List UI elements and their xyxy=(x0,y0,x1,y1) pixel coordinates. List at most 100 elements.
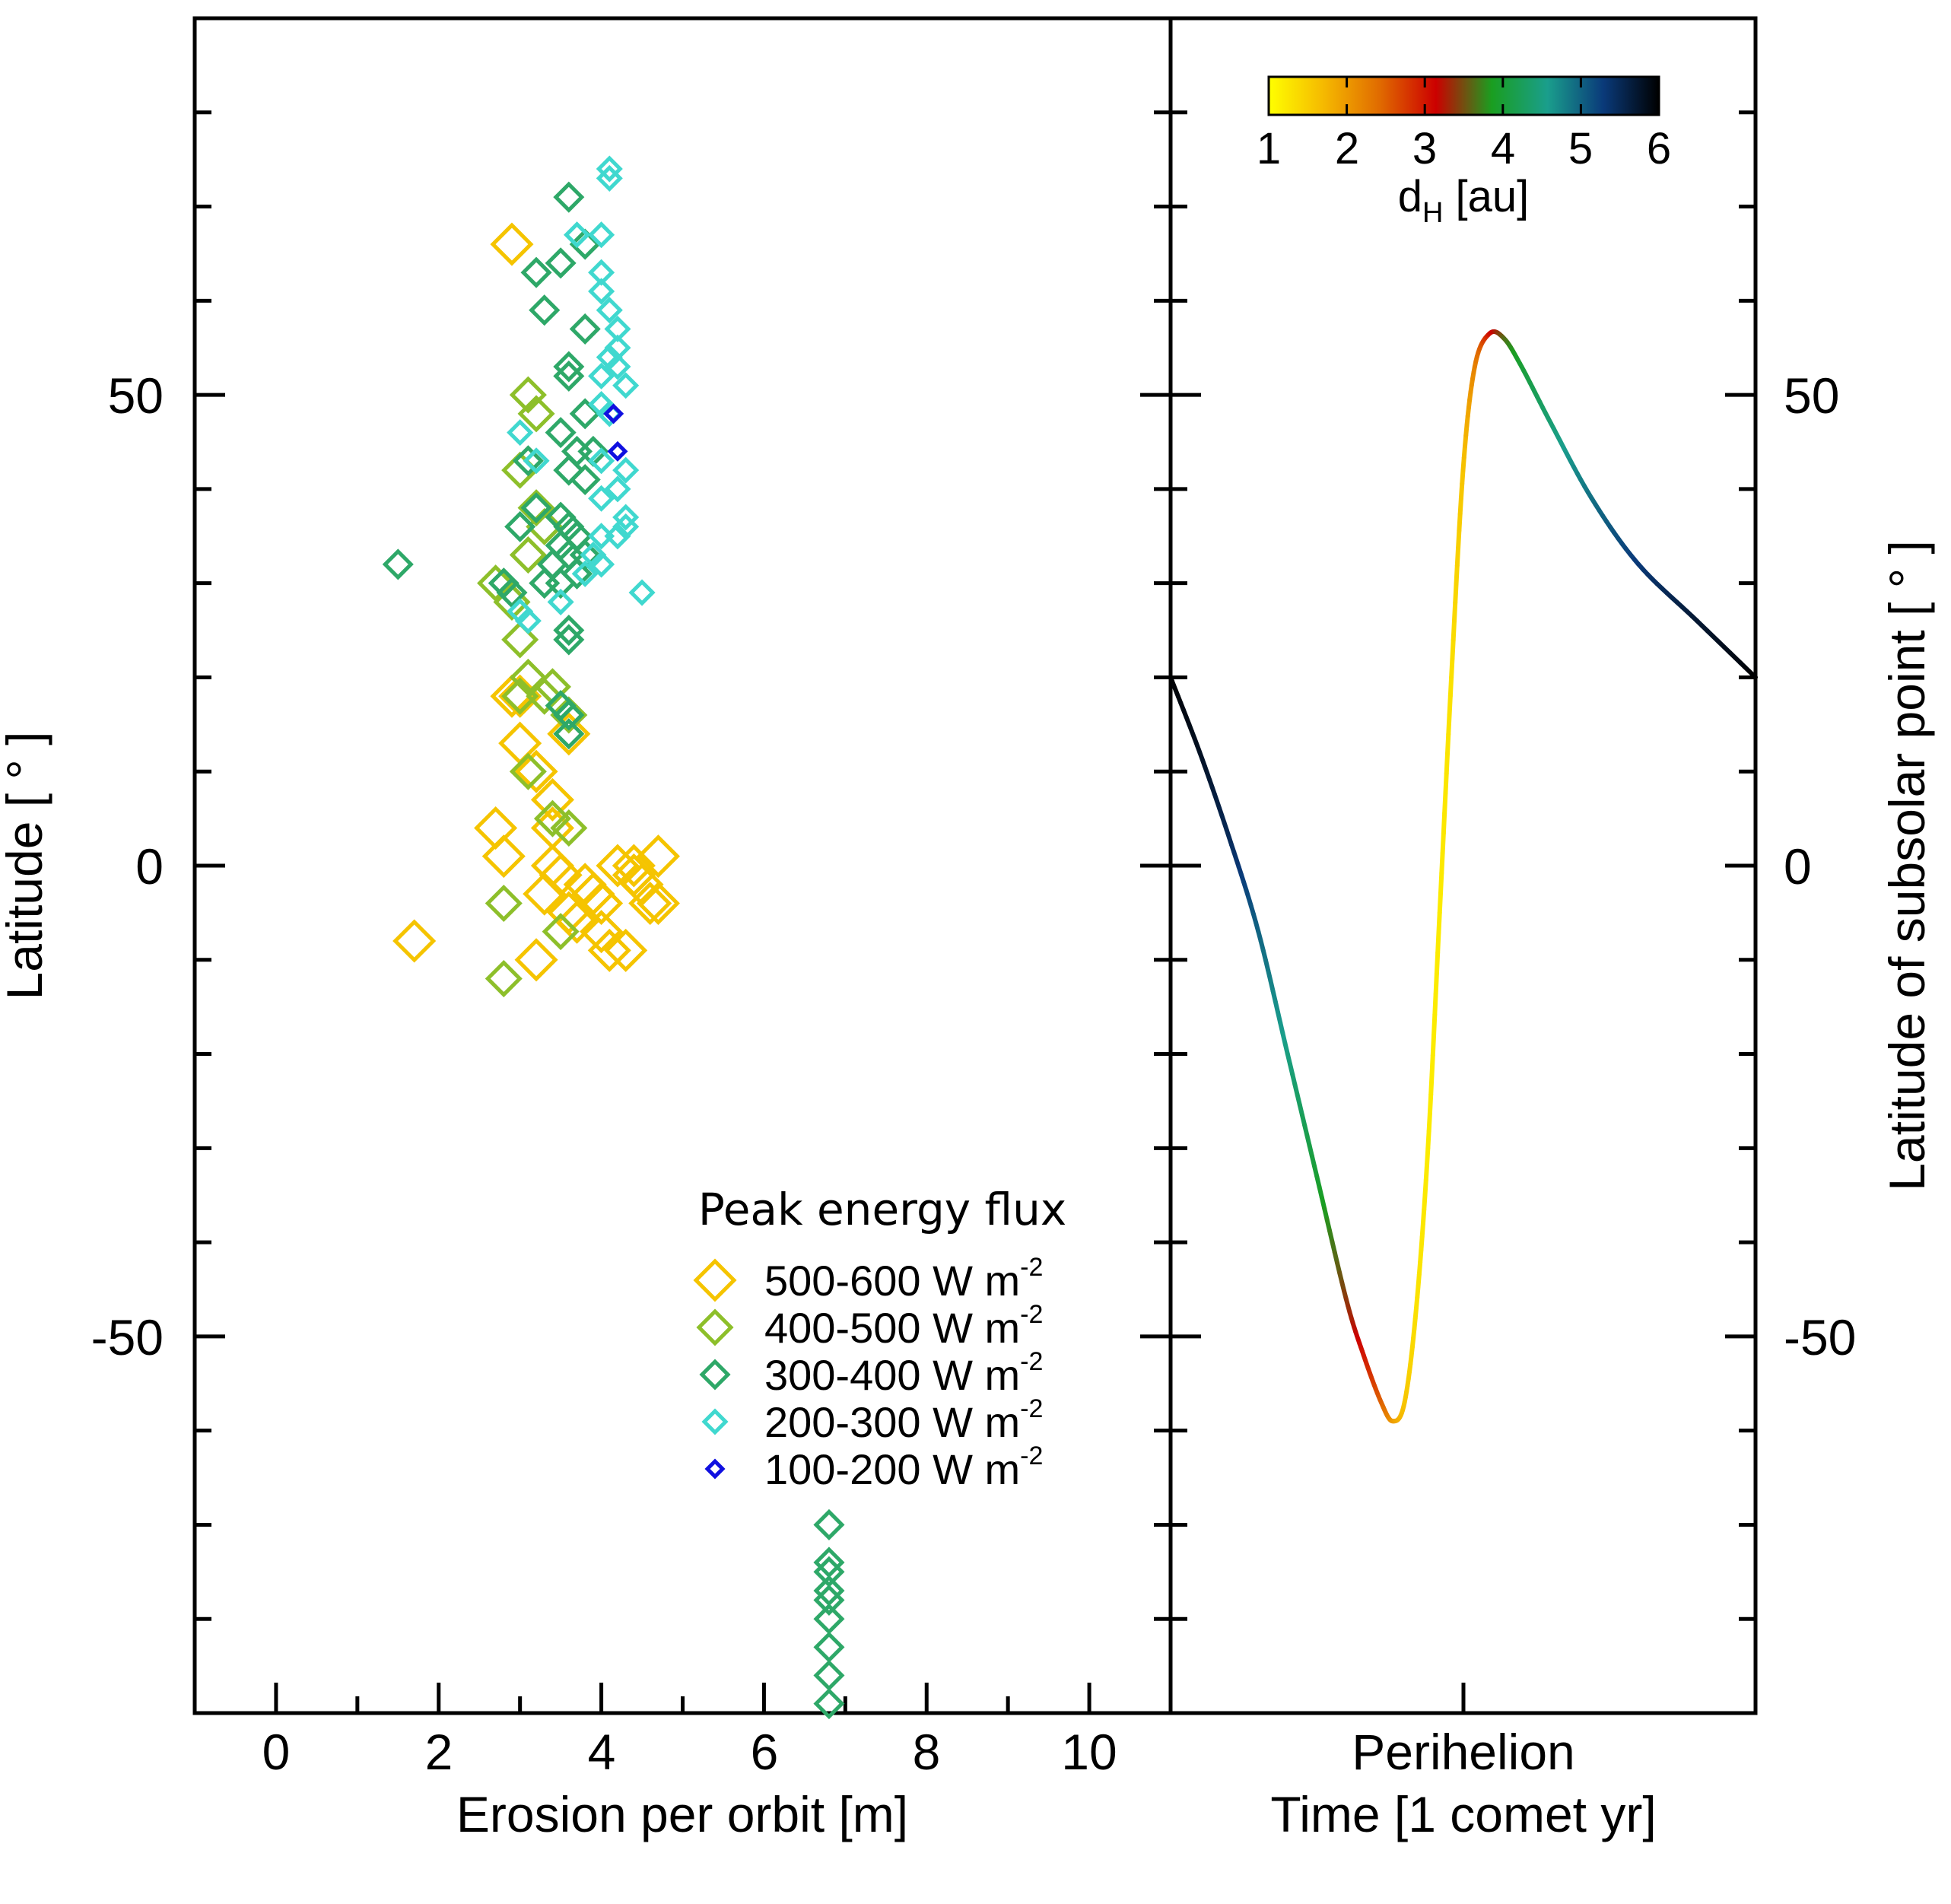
curve-segment xyxy=(1453,581,1459,605)
y-tick-label: 50 xyxy=(108,367,164,424)
scatter-point xyxy=(542,913,580,951)
left-x-tick-labels: 0 2 4 6 8 10 xyxy=(262,1724,1117,1780)
scatter-point xyxy=(523,872,567,916)
legend-label-superscript: -2 xyxy=(1020,1442,1043,1470)
x-tick-label: 4 xyxy=(588,1724,616,1780)
scatter-point xyxy=(571,560,599,587)
scatter-point xyxy=(550,809,588,847)
scatter-point xyxy=(813,1603,845,1635)
scatter-point xyxy=(596,297,623,324)
scatter-point xyxy=(604,928,648,972)
scatter-point xyxy=(553,360,585,392)
legend-label-superscript: -2 xyxy=(1020,1394,1043,1423)
scatter-point xyxy=(628,881,672,926)
right-y-tick-labels: 50 0 -50 xyxy=(1784,367,1856,1365)
legend-label: 100-200 W m-2 xyxy=(764,1442,1043,1493)
scatter-point xyxy=(569,313,601,345)
curve-segment xyxy=(1437,890,1444,915)
scatter-point xyxy=(636,881,680,926)
scatter-point xyxy=(507,419,534,447)
legend-label-superscript: -2 xyxy=(1020,1347,1043,1376)
curve-segment xyxy=(1456,528,1462,551)
scatter-point xyxy=(554,900,599,944)
scatter-point xyxy=(588,523,615,550)
scatter-point xyxy=(545,247,577,279)
curve-segment xyxy=(1425,1146,1431,1167)
scatter-point xyxy=(588,551,615,578)
curve-segment xyxy=(1750,672,1758,680)
curve-segment xyxy=(1446,712,1452,737)
scatter-point xyxy=(514,938,558,982)
scatter-point xyxy=(490,222,534,266)
legend-marker xyxy=(696,1308,734,1346)
scatter-point xyxy=(514,749,558,793)
scatter-point xyxy=(569,463,601,496)
scatter-point xyxy=(530,777,574,822)
colorbar-ticks xyxy=(1267,77,1660,115)
scatter-point xyxy=(607,440,628,462)
curve-segment xyxy=(1451,599,1458,624)
scatter-point xyxy=(533,799,571,838)
scatter-point xyxy=(496,577,528,609)
colorbar-label-main: d xyxy=(1398,172,1422,221)
y-tick-label: -50 xyxy=(1784,1309,1856,1365)
scatter-point xyxy=(569,398,601,430)
curve-segment xyxy=(1420,1207,1427,1226)
scatter-point xyxy=(553,718,585,750)
colorbar: 1 2 3 4 5 6 dH [au] xyxy=(1257,75,1671,229)
colorbar-gradient xyxy=(1267,75,1660,116)
scatter-point xyxy=(553,181,585,213)
scatter-point xyxy=(553,351,585,383)
scatter-point xyxy=(580,910,624,954)
scatter-point xyxy=(545,417,577,449)
scatter-point xyxy=(813,1688,845,1720)
scatter-point xyxy=(514,607,542,634)
scatter-point xyxy=(526,677,564,715)
legend-marker xyxy=(701,1408,729,1435)
curve-segment xyxy=(1458,481,1465,501)
scatter-point xyxy=(612,844,656,888)
x-tick-label: 2 xyxy=(425,1724,453,1780)
perihelion-tick-label: Perihelion xyxy=(1352,1724,1575,1780)
scatter-point xyxy=(501,677,539,715)
curve-segment xyxy=(1430,1032,1437,1058)
curve-segment xyxy=(1443,771,1449,796)
subsolar-latitude-panel: 50 0 -50 Perihelion Time [1 comet yr] La… xyxy=(1168,16,1935,1842)
y-tick-label: -50 xyxy=(91,1309,164,1365)
scatter-point xyxy=(509,536,547,574)
scatter-point xyxy=(588,485,615,512)
scatter-point xyxy=(561,558,593,590)
scatter-point xyxy=(612,372,640,399)
right-y-axis-ticks xyxy=(1171,110,1756,1621)
scatter-point xyxy=(596,155,623,183)
scatter-point xyxy=(530,844,574,888)
scatter-point xyxy=(485,959,523,998)
scatter-point xyxy=(553,699,585,731)
y-tick-label: 0 xyxy=(1784,838,1812,895)
scatter-point xyxy=(539,853,583,897)
colorbar-tick-label: 4 xyxy=(1491,124,1515,173)
scatter-point xyxy=(547,588,574,615)
curve-segment xyxy=(1422,1192,1428,1213)
legend-label: 300-400 W m-2 xyxy=(764,1347,1043,1399)
colorbar-tick-label: 2 xyxy=(1335,124,1359,173)
scatter-point xyxy=(813,1659,845,1692)
scatter-point xyxy=(392,919,437,963)
scatter-point xyxy=(813,1546,845,1578)
curve-segment xyxy=(1457,496,1463,517)
curve-segment xyxy=(1434,950,1441,976)
x-axis-label: Time [1 comet yr] xyxy=(1270,1786,1656,1842)
scatter-point xyxy=(813,1508,845,1540)
scatter-point xyxy=(553,615,585,647)
scatter-point xyxy=(588,221,615,249)
curve-segment xyxy=(1440,831,1446,856)
scatter-point xyxy=(501,621,539,659)
subsolar-latitude-curve xyxy=(1168,329,1758,1424)
scatter-point xyxy=(517,489,555,527)
scatter-point xyxy=(628,579,656,606)
curve-segment xyxy=(1429,1053,1435,1078)
curve-segment xyxy=(1423,1162,1430,1183)
scatter-point xyxy=(612,504,640,531)
